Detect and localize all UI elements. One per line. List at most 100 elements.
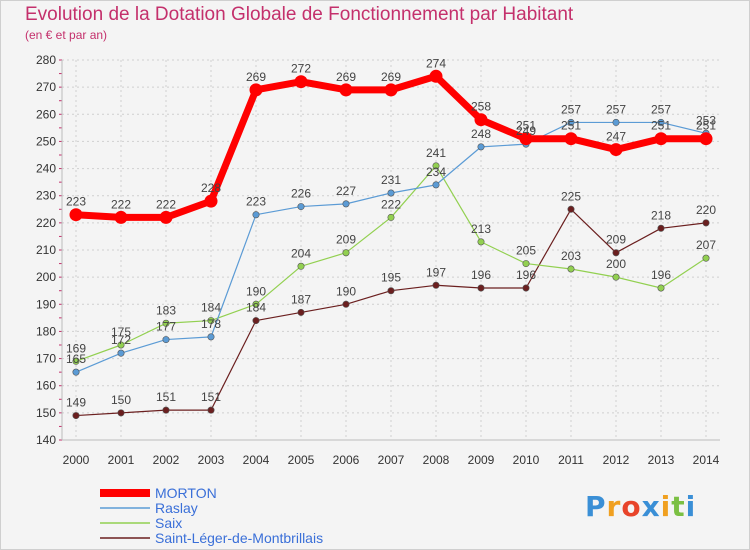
data-label: 203	[561, 249, 581, 263]
x-tick-label: 2000	[63, 453, 90, 467]
data-label: 241	[426, 146, 446, 160]
data-label: 257	[561, 102, 581, 116]
x-tick-label: 2006	[333, 453, 360, 467]
data-point	[699, 132, 713, 146]
y-tick-label: 230	[36, 189, 56, 203]
x-tick-label: 2014	[693, 453, 720, 467]
data-label: 184	[201, 301, 221, 315]
data-label: 197	[426, 265, 446, 279]
data-point	[387, 213, 395, 221]
y-tick-label: 190	[36, 297, 56, 311]
data-point	[249, 83, 263, 97]
y-tick-label: 280	[36, 53, 56, 67]
data-point	[477, 143, 485, 151]
data-point	[72, 368, 80, 376]
data-label: 253	[696, 113, 716, 127]
y-tick-label: 150	[36, 406, 56, 420]
data-point	[252, 211, 260, 219]
x-tick-label: 2011	[558, 453, 584, 467]
data-point	[342, 249, 350, 257]
data-point	[162, 336, 170, 344]
data-point	[117, 341, 125, 349]
y-tick-label: 240	[36, 162, 56, 176]
data-label: 251	[561, 119, 581, 133]
x-tick-label: 2007	[378, 453, 405, 467]
data-label: 222	[156, 197, 176, 211]
data-label: 213	[471, 222, 491, 236]
data-point	[567, 265, 575, 273]
data-point	[117, 409, 125, 417]
data-point	[342, 200, 350, 208]
data-label: 220	[696, 203, 716, 217]
data-label: 249	[516, 124, 536, 138]
data-label: 227	[336, 184, 356, 198]
proxiti-logo: Proxiti	[585, 490, 697, 523]
data-label: 177	[156, 320, 176, 334]
data-label: 184	[246, 301, 266, 315]
data-point	[609, 143, 623, 157]
x-tick-label: 2012	[603, 453, 630, 467]
data-point	[612, 273, 620, 281]
data-label: 234	[426, 165, 446, 179]
data-label: 274	[426, 56, 446, 70]
data-label: 175	[111, 325, 131, 339]
y-tick-label: 200	[36, 270, 56, 284]
y-tick-label: 170	[36, 352, 56, 366]
data-label: 209	[606, 233, 626, 247]
x-tick-label: 2004	[243, 453, 270, 467]
y-tick-label: 250	[36, 134, 56, 148]
data-point	[162, 319, 170, 327]
data-point	[432, 181, 440, 189]
data-label: 190	[246, 284, 266, 298]
data-point	[474, 113, 488, 127]
x-tick-label: 2009	[468, 453, 495, 467]
y-tick-label: 220	[36, 216, 56, 230]
data-point	[162, 406, 170, 414]
data-point	[252, 300, 260, 308]
data-label: 218	[651, 208, 671, 222]
data-label: 222	[381, 197, 401, 211]
data-label: 196	[471, 268, 491, 282]
x-tick-label: 2003	[198, 453, 225, 467]
data-point	[567, 118, 575, 126]
data-point	[657, 224, 665, 232]
data-point	[432, 281, 440, 289]
data-label: 226	[291, 187, 311, 201]
data-label: 231	[381, 173, 401, 187]
data-label: 169	[66, 341, 86, 355]
data-label: 150	[111, 393, 131, 407]
data-label: 149	[66, 396, 86, 410]
data-point	[657, 118, 665, 126]
y-tick-label: 270	[36, 80, 56, 94]
data-point	[297, 203, 305, 211]
x-tick-label: 2001	[108, 453, 135, 467]
data-label: 247	[606, 130, 626, 144]
data-label: 178	[201, 317, 221, 331]
data-point	[114, 210, 128, 224]
data-label: 258	[471, 100, 491, 114]
data-point	[702, 219, 710, 227]
data-point	[294, 75, 308, 89]
data-point	[564, 132, 578, 146]
legend-label: MORTON	[155, 485, 217, 501]
data-label: 172	[111, 333, 131, 347]
data-label: 183	[156, 303, 176, 317]
chart-title: Evolution de la Dotation Globale de Fonc…	[25, 4, 574, 25]
data-label: 190	[336, 284, 356, 298]
data-label: 205	[516, 244, 536, 258]
x-tick-label: 2013	[648, 453, 675, 467]
data-label: 151	[201, 390, 221, 404]
x-tick-label: 2005	[288, 453, 315, 467]
data-point	[522, 284, 530, 292]
data-point	[342, 300, 350, 308]
data-point	[387, 189, 395, 197]
legend-label: Saint-Léger-de-Montbrillais	[155, 530, 323, 546]
data-point	[657, 284, 665, 292]
data-label: 209	[336, 233, 356, 247]
data-label: 204	[291, 246, 311, 260]
y-tick-label: 210	[36, 243, 56, 257]
data-point	[387, 287, 395, 295]
x-tick-label: 2008	[423, 453, 450, 467]
data-label: 248	[471, 127, 491, 141]
